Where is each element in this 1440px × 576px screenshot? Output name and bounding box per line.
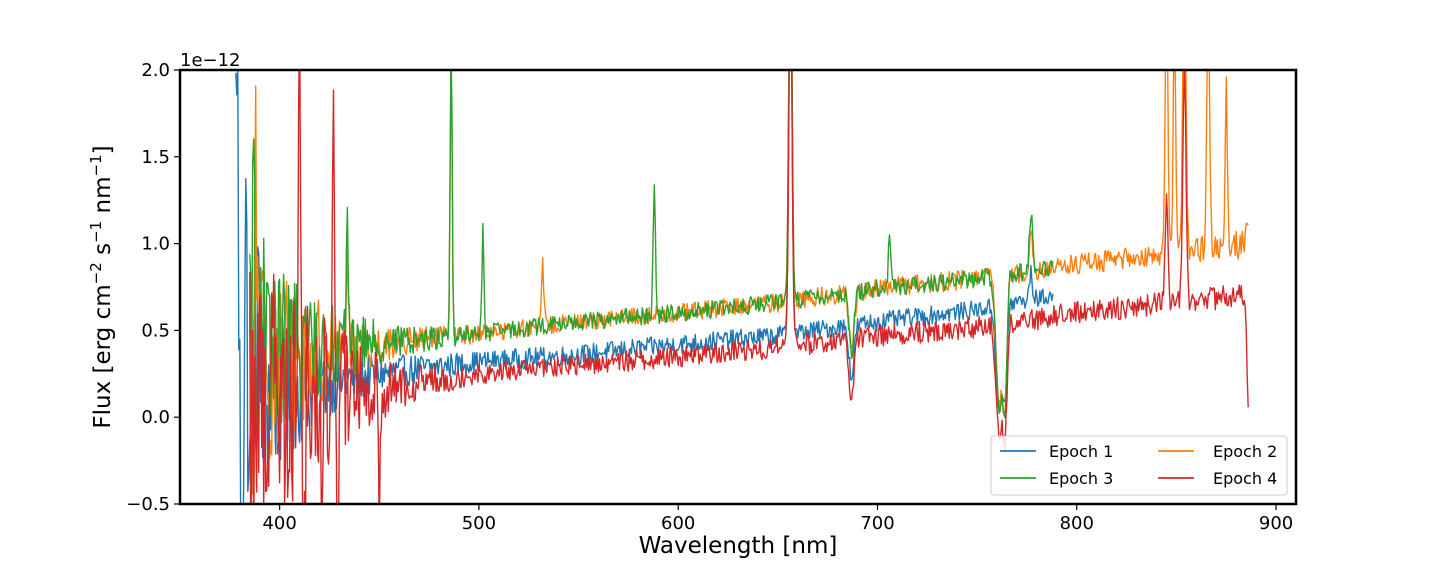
x-tick-label: 900 <box>1259 513 1293 534</box>
legend-label-epoch-3: Epoch 3 <box>1049 469 1113 488</box>
y-label-sup3: −1 <box>87 154 105 176</box>
x-tick-label: 500 <box>462 513 496 534</box>
y-label-mid1: s <box>90 243 116 262</box>
legend-label-epoch-1: Epoch 1 <box>1049 442 1113 461</box>
legend: Epoch 1 Epoch 3 Epoch 2 Epoch 4 <box>990 435 1288 496</box>
x-tick-label: 700 <box>860 513 894 534</box>
x-axis-label: Wavelength [nm] <box>639 533 838 559</box>
y-label-end: ] <box>90 145 116 154</box>
series-line-epoch-3 <box>249 70 1054 434</box>
x-tick-label: 400 <box>262 513 296 534</box>
y-axis: −0.5 0.0 0.5 1.0 1.5 2.0 <box>126 60 180 515</box>
legend-label-epoch-4: Epoch 4 <box>1213 469 1277 488</box>
x-tick-label: 600 <box>661 513 695 534</box>
y-tick-label: −0.5 <box>126 494 170 515</box>
legend-box <box>990 435 1288 496</box>
y-label-sup2: −1 <box>87 221 105 243</box>
y-tick-label: 1.0 <box>141 234 170 255</box>
legend-label-epoch-2: Epoch 2 <box>1213 442 1277 461</box>
series-line-epoch-4 <box>249 70 1249 504</box>
plot-frame <box>178 68 1298 506</box>
x-axis: 400 500 600 700 800 900 <box>262 504 1293 534</box>
y-axis-label: Flux [erg cm−2 s−1 nm−1] <box>87 145 116 428</box>
y-tick-label: 1.5 <box>141 147 170 168</box>
series-layer <box>235 70 1249 504</box>
offset-text: 1e−12 <box>180 50 241 71</box>
x-tick-label: 800 <box>1060 513 1094 534</box>
y-label-sup1: −2 <box>87 262 105 284</box>
series-line-epoch-2 <box>249 70 1249 495</box>
y-tick-label: 2.0 <box>141 60 170 81</box>
y-tick-label: 0.5 <box>141 320 170 341</box>
y-label-base: Flux [erg cm <box>90 284 116 428</box>
y-label-mid2: nm <box>90 177 116 221</box>
y-tick-label: 0.0 <box>141 407 170 428</box>
series-line-epoch-1 <box>235 70 1054 504</box>
